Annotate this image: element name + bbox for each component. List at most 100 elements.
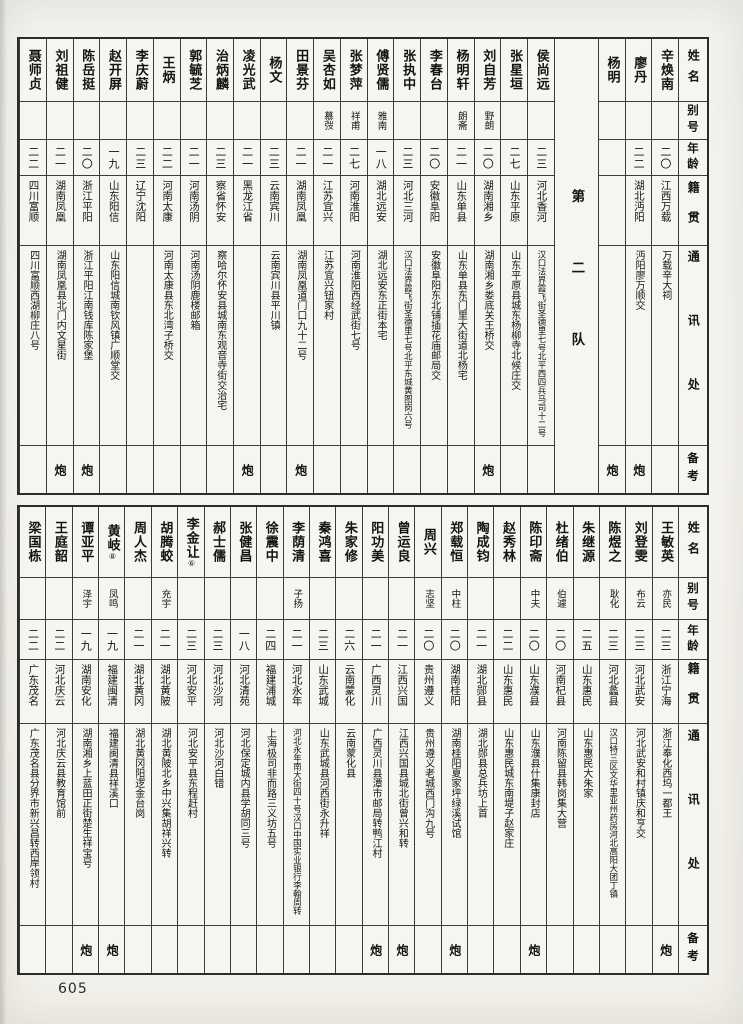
- name-cell: 张梦萍: [341, 39, 367, 101]
- native-place-cell-text: 湖北郧县: [475, 664, 488, 706]
- address-cell: 沔阳廖万顺交: [625, 245, 652, 445]
- person-column: 张健昌 一八 河北清苑 河北保定城内县学胡同三号: [229, 507, 257, 973]
- alias-cell-text: 泽宇: [80, 589, 92, 608]
- native-place-cell: 山东平原: [501, 175, 528, 245]
- name-cell-text: 陈岳挺: [79, 49, 95, 91]
- name-cell: 侯尚远: [528, 39, 554, 101]
- age-cell-text: 二三: [184, 627, 198, 652]
- native-place-cell: 河北安平: [178, 659, 204, 723]
- address-cell: 河北永年南大街四十号汉口中国实业银行李翰周转: [283, 723, 309, 925]
- address-cell-text: 湖北郧县总兵坊上首: [475, 728, 487, 818]
- person-column: 陈印斋 中夫 二〇 山东濮县 山东濮县什集康封店炮: [519, 507, 547, 973]
- person-column: 李金让 ⑥ 二三 河北安平 河北安平县东程赶村: [177, 507, 204, 973]
- alias-cell: 朗斋: [447, 101, 474, 139]
- alias-cell-text: 朗斋: [455, 111, 467, 130]
- address-cell: 云南宾川县平川镇: [260, 245, 287, 445]
- address-cell-text: 广东茂名县分界市新兴昌转西岸领村: [27, 728, 39, 888]
- remark-cell: 炮: [474, 445, 501, 493]
- address-cell: 山东武城县河西街永升祥: [309, 723, 336, 925]
- name-cell-text: 杨明轩: [453, 49, 469, 91]
- native-place-cell-text: 四川富顺: [27, 180, 40, 222]
- address-cell: 山东单县东门里大街道北杨宅: [447, 245, 474, 445]
- remark-cell: [547, 925, 573, 973]
- address-cell: 湖南湘乡娄底关王桥交: [474, 245, 501, 445]
- address-cell-text: 江西兴国县城北街曾兴和转: [396, 728, 408, 848]
- age-cell: 二二: [20, 619, 46, 659]
- person-column: 梁国栋 二二 广东茂名 广东茂名县分界市新兴昌转西岸领村: [19, 507, 46, 973]
- name-cell-text: 李庆蔚: [132, 49, 148, 91]
- name-cell-text: 陶成钧: [473, 521, 489, 563]
- alias-cell: 中柱: [441, 577, 468, 619]
- age-cell-text: 二一: [187, 145, 201, 170]
- native-place-cell-text: 安徽阜阳: [428, 180, 441, 222]
- age-cell-text: 二〇: [481, 145, 495, 170]
- name-cell: 王庭韶: [46, 507, 71, 577]
- name-cell-text: 田景芬: [293, 49, 309, 91]
- header-age-label: 年龄: [686, 142, 701, 173]
- age-cell-text: 二一: [240, 145, 254, 170]
- age-cell-text: 二〇: [658, 145, 672, 170]
- native-place-cell: 辽宁沈阳: [127, 175, 153, 245]
- age-cell-text: 二一: [320, 145, 334, 170]
- person-column: 王敏英 亦民 二三 浙江宁海 浙江奉化西坞一都王炮: [651, 507, 678, 973]
- header-age-label: 年龄: [686, 624, 701, 655]
- alias-cell: [389, 577, 415, 619]
- header-name-label: 姓名: [686, 521, 701, 563]
- address-cell-text: 浙江奉化西坞一都王: [659, 728, 671, 818]
- native-place-cell-text: 湖南桂阳: [448, 664, 461, 706]
- address-cell-text: 湖北黄陂北乡中兴集胡祥兴转: [159, 728, 171, 858]
- person-column: 陈岳挺 二〇 浙江平阳 浙江平阳江南钱库陈家堡炮: [72, 39, 100, 493]
- header-remark-cell: 备考: [679, 445, 707, 493]
- remark-cell: [257, 925, 283, 973]
- age-cell: 二三: [528, 139, 554, 175]
- native-place-cell-text: 广西灵川: [369, 664, 382, 706]
- remark-cell: [501, 445, 528, 493]
- address-cell: 山东濮县什集康封店: [520, 723, 547, 925]
- age-cell-text: 二三: [210, 627, 224, 652]
- header-native-label: 籍贯: [686, 661, 701, 722]
- address-cell: [233, 245, 260, 445]
- remark-cell: [151, 925, 178, 973]
- remark-cell: [153, 445, 180, 493]
- name-cell-text: 刘祖健: [52, 49, 68, 91]
- person-column: 赵开屏 一九 山东阳信 山东阳信城南钦风镇广顺堂交: [99, 39, 127, 493]
- header-alias-cell: 别号: [679, 101, 707, 139]
- alias-cell-text: 耿化: [607, 589, 619, 608]
- native-place-cell-text: 福建闽清: [106, 664, 119, 706]
- name-cell: 朱继源: [574, 507, 599, 577]
- native-place-cell-text: 河北永年: [290, 664, 303, 706]
- footnote-mark: ⑥: [187, 558, 197, 568]
- native-place-cell-text: 河南杞县: [554, 664, 567, 706]
- remark-cell: [127, 445, 153, 493]
- age-cell: 二三: [626, 619, 652, 659]
- name-cell: 曾运良: [389, 507, 414, 577]
- person-column: 辛焕南 二〇 江西万载 万载辛大祠: [651, 39, 678, 493]
- age-cell: 二一: [362, 619, 389, 659]
- address-cell: 湖南凤凰道门口九十二号: [287, 245, 314, 445]
- alias-cell-text: 布云: [633, 589, 645, 608]
- age-cell: 二〇: [415, 619, 441, 659]
- address-cell: 安徽阜阳东北铺插花庙邮局交: [421, 245, 447, 445]
- address-cell-text: 山东惠民城东南堤子赵家庄: [501, 728, 513, 848]
- address-cell-text: 山东单县东门里大街道北杨宅: [455, 250, 467, 380]
- name-cell: 阳功美: [363, 507, 388, 577]
- age-cell: 二二: [46, 619, 72, 659]
- age-cell-text: 二二: [160, 145, 174, 170]
- alias-cell: [336, 577, 362, 619]
- age-cell: 二二: [494, 619, 520, 659]
- name-cell: 陶成钧: [468, 507, 493, 577]
- header-column: 姓名 别号 年龄 籍贯 通讯处 备考: [678, 507, 707, 973]
- native-place-cell: 福建浦城: [257, 659, 283, 723]
- native-place-cell: 贵州遵义: [415, 659, 441, 723]
- alias-cell-text: 雅南: [375, 111, 387, 130]
- name-cell-text: 阳功美: [368, 521, 384, 563]
- native-place-cell-text: 河北武安: [633, 664, 646, 706]
- name-cell: 黄岐 ⑧: [99, 507, 124, 577]
- name-cell: 吴杏如: [314, 39, 340, 101]
- remark-cell: [180, 445, 207, 493]
- person-column: 杨明炮: [597, 39, 625, 493]
- age-cell: 二一: [233, 139, 260, 175]
- name-cell: 廖丹: [626, 39, 652, 101]
- age-cell-text: 二〇: [448, 627, 462, 652]
